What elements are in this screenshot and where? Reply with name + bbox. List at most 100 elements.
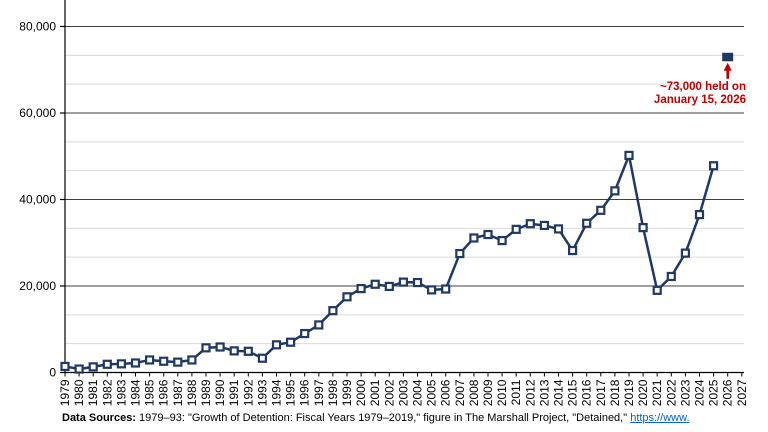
data-point-marker: [201, 343, 211, 353]
x-axis-tick-label: 1984: [129, 379, 143, 406]
x-axis-tick-label: 2006: [439, 379, 453, 406]
data-point-marker: [610, 186, 620, 196]
x-axis-tick-label: 2002: [382, 379, 396, 406]
data-point-marker: [483, 229, 493, 240]
data-sources-label: Data Sources:: [62, 412, 136, 424]
data-point-marker: [412, 277, 423, 288]
x-axis-tick-label: 2027: [735, 379, 749, 406]
x-axis-tick-label: 2009: [481, 379, 495, 406]
data-point-marker: [455, 248, 465, 259]
x-axis-tick-label: 1992: [241, 379, 255, 406]
x-axis-tick-label: 2023: [678, 379, 692, 406]
annotation-label: ~73,000 held on January 15, 2026: [654, 81, 746, 107]
y-axis-tick-label: 20,000: [19, 279, 56, 293]
data-point-marker: [314, 320, 324, 330]
x-axis-tick-label: 2007: [453, 379, 467, 406]
x-axis-tick-label: 2005: [425, 379, 439, 406]
data-point-marker: [497, 235, 507, 246]
data-point-marker: [243, 346, 253, 356]
x-axis-tick-label: 2000: [354, 379, 368, 406]
x-axis-tick-label: 1979: [58, 379, 72, 406]
data-sources-text: 1979–93: "Growth of Detention: Fiscal Ye…: [139, 412, 628, 424]
data-sources-note: Data Sources: 1979–93: "Growth of Detent…: [62, 412, 690, 424]
data-point-marker: [229, 346, 239, 356]
x-axis-tick-label: 1982: [100, 379, 114, 406]
x-axis-tick-label: 2008: [467, 379, 481, 406]
data-point-marker: [342, 292, 352, 302]
x-axis-tick-label: 2010: [495, 379, 509, 406]
x-axis-tick-label: 1985: [143, 379, 157, 406]
data-sources-link[interactable]: https://www.: [630, 412, 690, 424]
x-axis-tick-label: 1999: [340, 379, 354, 406]
data-point-marker: [384, 281, 394, 292]
data-point-marker: [116, 359, 127, 369]
annotation-point-marker: [722, 52, 734, 62]
x-axis-tick-label: 1989: [199, 379, 213, 406]
data-point-marker: [328, 306, 338, 316]
x-axis-tick-label: 2004: [411, 379, 425, 406]
x-axis-tick-label: 2019: [622, 379, 636, 406]
data-point-marker: [145, 355, 155, 365]
x-axis-tick-label: 2020: [636, 379, 650, 406]
data-point-marker: [624, 150, 634, 160]
x-axis-tick-label: 1996: [298, 379, 312, 406]
x-axis-tick-label: 2011: [509, 379, 523, 405]
data-point-marker: [553, 224, 564, 234]
x-axis-tick-label: 2026: [721, 379, 735, 406]
data-point-marker: [102, 359, 112, 369]
y-axis-tick-label: 40,000: [19, 193, 56, 207]
data-point-marker: [469, 233, 479, 243]
up-arrow-head-icon: [723, 62, 732, 71]
data-point-marker: [666, 271, 676, 282]
data-point-marker: [286, 337, 296, 347]
x-axis-tick-label: 1993: [255, 379, 269, 406]
data-point-marker: [427, 285, 437, 295]
x-axis-tick-label: 2022: [664, 379, 678, 406]
x-axis-tick-label: 1980: [72, 379, 86, 406]
x-axis-tick-label: 2017: [594, 379, 608, 406]
data-point-marker: [582, 218, 592, 228]
x-axis-tick-label: 1997: [312, 379, 326, 406]
data-point-marker: [638, 223, 648, 233]
x-axis-tick-label: 2013: [537, 379, 551, 406]
annotation-line2: January 15, 2026: [653, 94, 746, 106]
data-point-marker: [159, 356, 169, 366]
x-axis-tick-label: 2021: [650, 379, 664, 406]
x-axis-tick-label: 2024: [693, 379, 707, 406]
x-axis-tick-label: 1998: [326, 379, 340, 406]
data-point-marker: [680, 248, 691, 258]
data-point-marker: [398, 277, 408, 287]
x-axis-tick-label: 2001: [368, 379, 382, 406]
y-axis-tick-label: 0: [49, 366, 56, 380]
x-axis-tick-label: 1991: [227, 379, 241, 406]
data-point-marker: [215, 342, 225, 352]
data-point-marker: [511, 224, 521, 234]
x-axis-tick-label: 1981: [86, 379, 100, 406]
data-point-marker: [88, 362, 98, 372]
data-point-marker: [300, 328, 310, 339]
data-point-marker: [60, 361, 70, 372]
x-axis-tick-label: 1983: [114, 379, 128, 406]
data-point-marker: [271, 340, 282, 350]
data-point-marker: [173, 357, 183, 367]
x-axis-tick-label: 2025: [707, 379, 721, 406]
x-axis-tick-label: 2014: [552, 379, 566, 406]
data-point-marker: [74, 364, 84, 374]
x-axis-tick-label: 1990: [213, 379, 227, 406]
data-point-marker: [356, 283, 366, 294]
x-axis-tick-label: 2012: [523, 379, 537, 406]
data-point-marker: [525, 219, 535, 229]
annotation-line1: ~73,000 held on: [660, 81, 746, 93]
x-axis-tick-label: 2018: [608, 379, 622, 406]
data-point-marker: [370, 279, 380, 289]
data-point-marker: [596, 205, 606, 215]
x-axis-tick-label: 1986: [157, 379, 171, 406]
x-axis-tick-label: 2015: [566, 379, 580, 406]
data-point-marker: [708, 161, 719, 171]
data-point-marker: [652, 285, 662, 295]
data-point-marker: [694, 210, 705, 220]
data-point-marker: [567, 245, 578, 256]
data-point-marker: [187, 355, 197, 365]
x-axis-tick-label: 2016: [580, 379, 594, 406]
